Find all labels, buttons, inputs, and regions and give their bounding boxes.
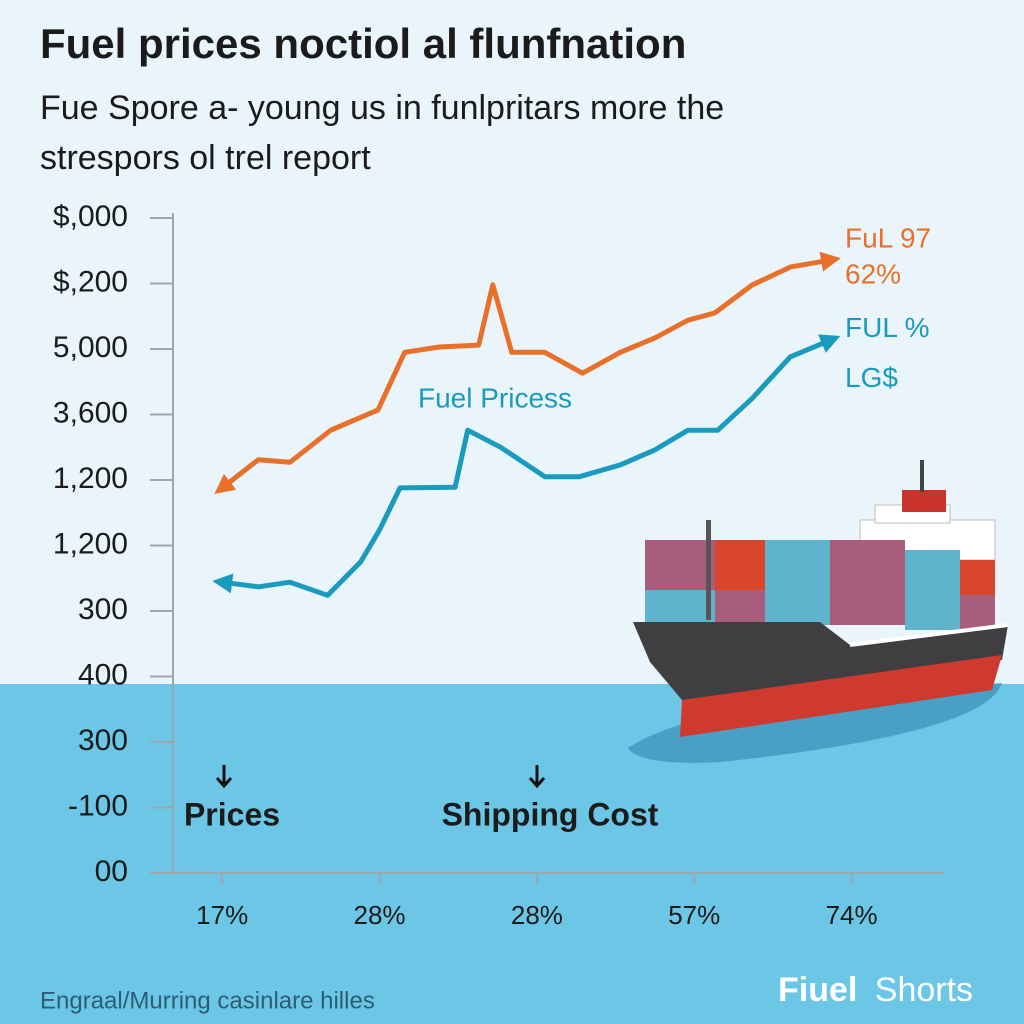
down-arrow — [528, 765, 546, 789]
callout: Shipping Cost — [442, 796, 659, 832]
line-series — [212, 334, 841, 598]
x-tick-label: 28% — [511, 900, 563, 930]
y-tick-label: -100 — [68, 789, 128, 822]
y-tick-label: 400 — [78, 658, 128, 691]
x-tick-label: 74% — [826, 900, 878, 930]
y-tick-label: 5,000 — [53, 331, 128, 364]
y-tick-label: $,200 — [53, 265, 128, 298]
x-tick-label: 28% — [354, 900, 406, 930]
x-tick-label: 57% — [668, 900, 720, 930]
y-tick-label: 00 — [95, 855, 128, 888]
brand-bold: Fiuel — [778, 971, 857, 1009]
series-label: FuL 97 — [845, 222, 931, 253]
y-tick-label: 300 — [78, 724, 128, 757]
footer: Engraal/Murring casinlare hilles — [40, 987, 375, 1014]
y-tick-label: $,000 — [53, 200, 128, 233]
line-annotation: Fuel Pricess — [418, 382, 572, 413]
brand-light: Shorts — [875, 971, 973, 1009]
title: Fuel prices noctiol al flunfnation — [40, 20, 686, 67]
y-tick-label: 1,200 — [53, 527, 128, 560]
ship — [628, 460, 1009, 763]
series-note: LG$ — [845, 362, 898, 393]
subtitle: strespors ol trel report — [40, 139, 371, 177]
series-note: 62% — [845, 258, 901, 289]
subtitle: Fue Spore a- young us in funlpritars mor… — [40, 89, 724, 127]
y-tick-label: 3,600 — [53, 396, 128, 429]
x-tick-label: 17% — [196, 900, 248, 930]
series-label: FUL % — [845, 312, 930, 343]
y-tick-label: 300 — [78, 593, 128, 626]
callout: Prices — [184, 796, 280, 832]
down-arrow — [215, 765, 233, 789]
brand: Fiuel Shorts — [778, 971, 973, 1009]
y-tick-label: 1,200 — [53, 462, 128, 495]
